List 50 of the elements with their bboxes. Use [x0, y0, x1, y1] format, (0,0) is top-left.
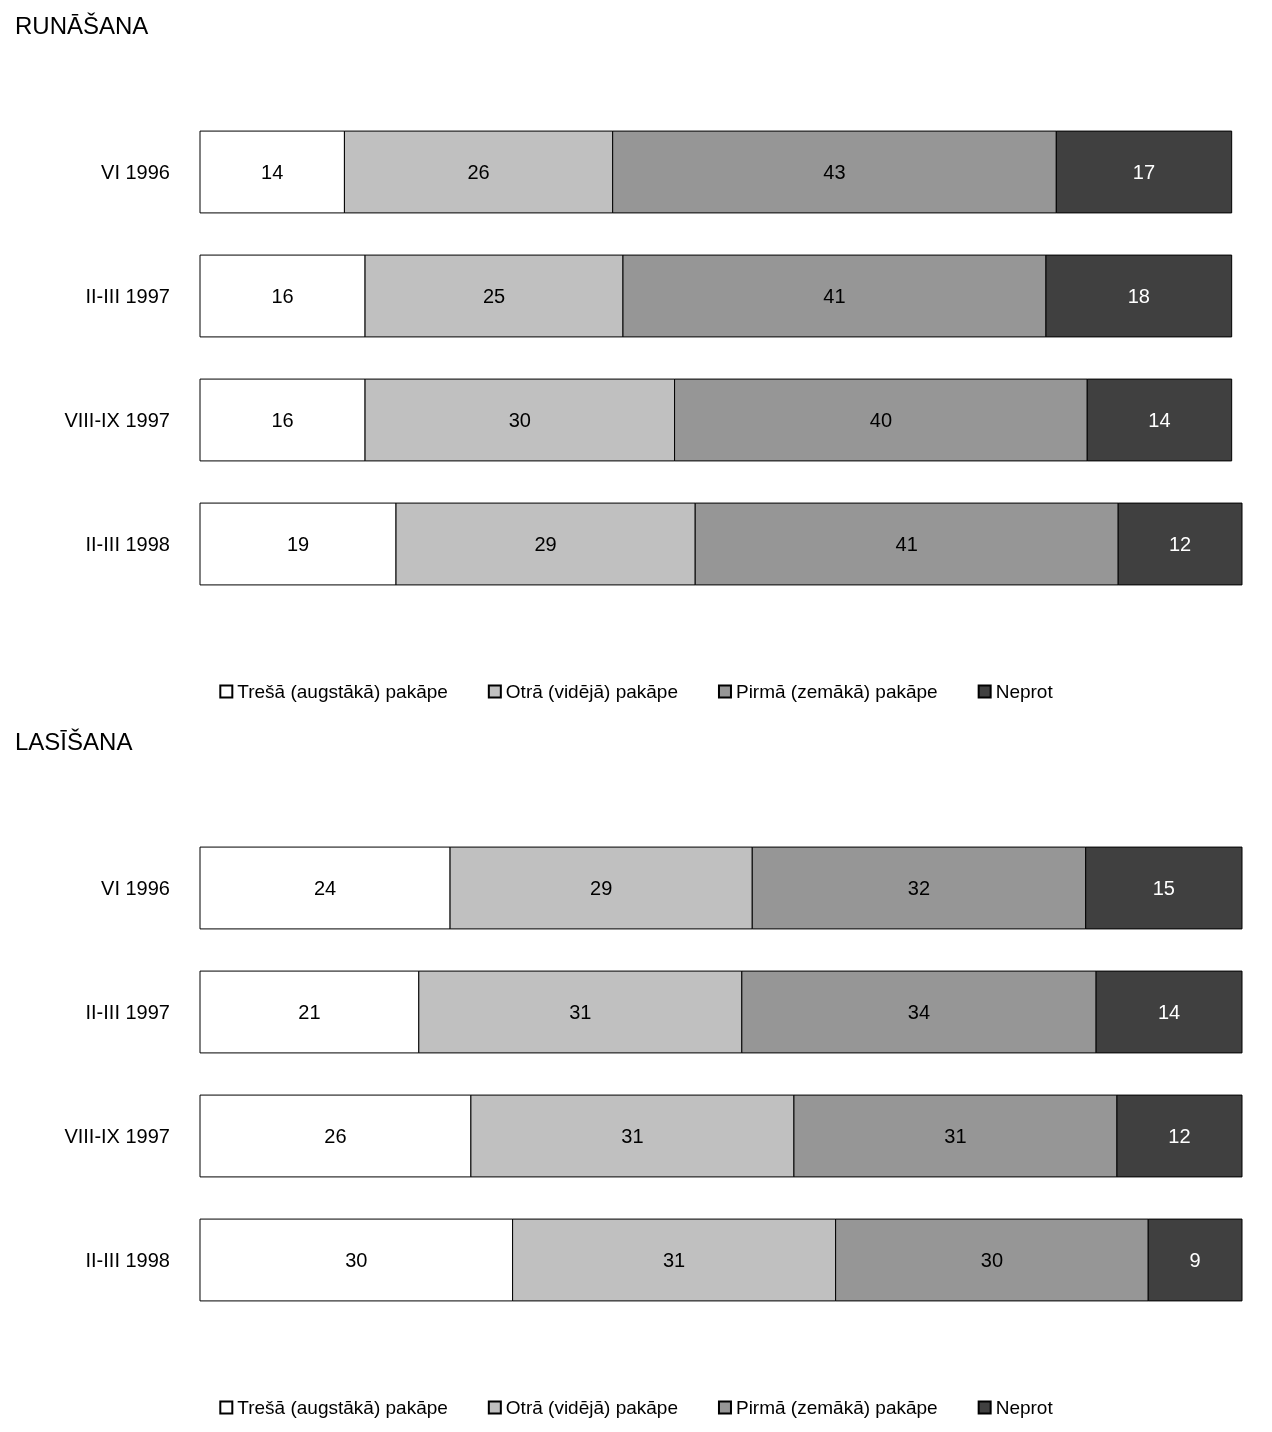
data-label: 24 — [313, 877, 337, 899]
legend-label: Neprot — [995, 681, 1054, 702]
data-label: 17 — [1132, 161, 1156, 183]
data-label: 29 — [534, 533, 557, 555]
data-label: 34 — [907, 1001, 931, 1023]
y-tick-label: VI 1996 — [101, 161, 170, 183]
data-label: 40 — [869, 409, 893, 431]
data-label: 43 — [823, 161, 846, 183]
chart-title: RUNĀŠANA — [15, 11, 149, 39]
data-label: 14 — [1148, 409, 1171, 431]
data-label: 21 — [298, 1001, 321, 1023]
data-label: 9 — [1189, 1249, 1201, 1271]
data-label: 12 — [1168, 1125, 1191, 1147]
data-label: 41 — [895, 533, 918, 555]
y-tick-label: II-III 1997 — [85, 1001, 170, 1023]
data-label: 31 — [944, 1125, 967, 1147]
data-label: 16 — [271, 409, 294, 431]
data-label: 26 — [324, 1125, 347, 1147]
data-label: 30 — [508, 409, 531, 431]
legend-label: Trešā (augstākā) pakāpe — [237, 681, 448, 702]
data-label: 14 — [1157, 1001, 1181, 1023]
legend-label: Pirmā (zemākā) pakāpe — [735, 1397, 938, 1418]
legend-label: Otrā (vidējā) pakāpe — [505, 681, 678, 702]
y-tick-label: II-III 1997 — [85, 285, 170, 307]
data-label: 25 — [482, 285, 506, 307]
data-label: 31 — [621, 1125, 644, 1147]
y-tick-label: II-III 1998 — [85, 533, 170, 555]
legend-label: Otrā (vidējā) pakāpe — [505, 1397, 678, 1418]
data-label: 31 — [662, 1249, 686, 1271]
data-label: 29 — [590, 877, 613, 899]
y-tick-label: VIII-IX 1997 — [64, 1125, 170, 1147]
legend-label: Pirmā (zemākā) pakāpe — [735, 681, 938, 702]
data-label: 30 — [345, 1249, 368, 1271]
data-label: 30 — [980, 1249, 1004, 1271]
data-label: 32 — [907, 877, 931, 899]
y-tick-label: VI 1996 — [101, 877, 170, 899]
data-label: 16 — [271, 285, 294, 307]
data-label: 41 — [823, 285, 846, 307]
data-label: 19 — [286, 533, 310, 555]
chart-title: LASĪŠANA — [15, 727, 133, 755]
data-label: 18 — [1127, 285, 1150, 307]
legend-label: Trešā (augstākā) pakāpe — [237, 1397, 448, 1418]
data-label: 31 — [569, 1001, 592, 1023]
data-label: 12 — [1168, 533, 1192, 555]
y-tick-label: VIII-IX 1997 — [64, 409, 170, 431]
legend-label: Neprot — [995, 1397, 1054, 1418]
data-label: 26 — [467, 161, 490, 183]
y-tick-label: II-III 1998 — [85, 1249, 170, 1271]
data-label: 14 — [261, 161, 284, 183]
data-label: 15 — [1152, 877, 1175, 899]
